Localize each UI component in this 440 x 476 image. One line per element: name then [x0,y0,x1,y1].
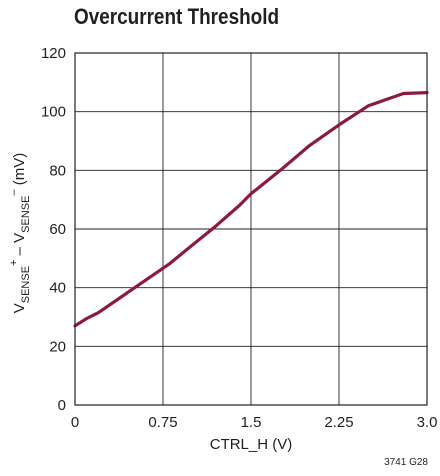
y-tick-label: 0 [58,397,66,414]
x-tick-labels: 0 0.75 1.5 2.25 3.0 [71,414,438,431]
y-axis-label-part: – V [11,233,28,260]
x-tick-label: 3.0 [417,414,438,431]
x-tick-label: 2.25 [324,414,353,431]
y-tick-label: 60 [49,221,66,238]
y-axis-label-part: – [8,189,20,196]
x-axis-label: CTRL_H (V) [210,436,293,453]
y-tick-label: 40 [49,280,66,297]
x-tick-label: 0 [71,414,79,431]
figure-id: 3741 G28 [384,457,428,468]
x-tick-label: 1.5 [241,414,262,431]
y-axis-label-part: + [8,260,20,266]
grid-layer [75,53,427,405]
y-axis-label-part: (mV) [11,153,28,190]
y-axis-label-part: SENSE [20,196,32,233]
y-axis-label: VSENSE+ – VSENSE– (mV) [8,153,32,314]
plot-frame [74,52,428,406]
y-tick-label: 20 [49,338,66,355]
y-tick-labels: 0 20 40 60 80 100 120 [41,45,66,414]
chart-title: Overcurrent Threshold [74,4,280,29]
y-tick-label: 100 [41,104,66,121]
series-line [73,90,429,328]
series-layer [73,90,429,328]
y-axis-label-part: V [11,303,28,313]
y-tick-label: 80 [49,162,66,179]
x-tick-label: 0.75 [148,414,177,431]
y-axis-label-part: SENSE [20,266,32,303]
y-tick-label: 120 [41,45,66,62]
